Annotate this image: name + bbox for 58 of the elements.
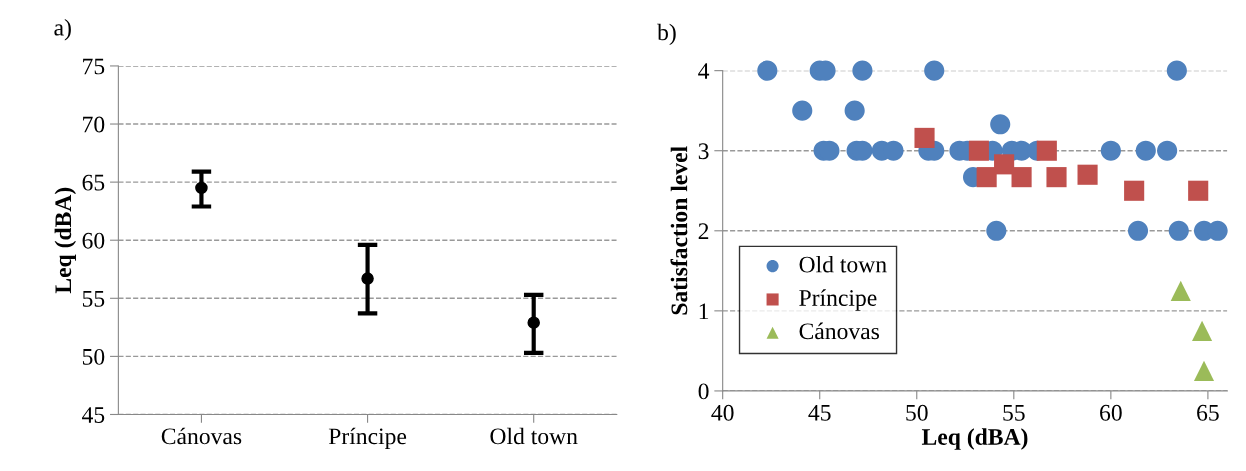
x-tick-label: Cánovas: [161, 427, 242, 445]
y-tick-label: 2: [698, 223, 709, 239]
x-axis-title: Leq (dBA): [921, 428, 1028, 450]
point: [1192, 320, 1213, 341]
legend-label: Old town: [799, 255, 887, 273]
point: [1036, 140, 1057, 161]
point: [1077, 164, 1098, 185]
y-tick-label: 60: [82, 232, 105, 249]
point: [1157, 140, 1178, 161]
point: [1168, 220, 1189, 241]
point: [757, 60, 778, 81]
chart-title: a): [54, 19, 71, 41]
point: [361, 272, 374, 285]
chart-title: b): [657, 23, 676, 46]
legend-label: Cánovas: [799, 322, 880, 340]
point: [527, 316, 540, 329]
point: [914, 127, 935, 148]
x-tick-label: 50: [906, 404, 928, 421]
point: [852, 60, 873, 81]
point: [195, 181, 208, 195]
point: [844, 100, 865, 121]
point: [1135, 140, 1156, 161]
x-tick-label: Príncipe: [328, 427, 407, 450]
y-tick-label: 1: [699, 303, 709, 320]
point: [924, 60, 945, 81]
point: [990, 114, 1011, 135]
point: [1193, 360, 1215, 381]
point: [994, 154, 1015, 175]
y-tick-label: 65: [82, 174, 105, 191]
x-tick-label: 40: [711, 404, 734, 421]
point: [1100, 140, 1121, 161]
y-axis-title: Satisfaction level: [670, 146, 688, 315]
point: [986, 220, 1007, 241]
y-axis-title: Leq (dBA): [54, 187, 77, 294]
x-tick-label: Old town: [490, 427, 578, 445]
x-tick-label: 60: [1100, 404, 1122, 421]
point: [1011, 167, 1032, 188]
x-tick-label: 45: [808, 404, 831, 421]
y-tick-label: 50: [82, 348, 105, 365]
point: [1166, 60, 1187, 81]
x-tick-label: 65: [1197, 404, 1219, 421]
y-tick-label: 55: [82, 291, 105, 307]
y-tick-label: 0: [698, 383, 709, 400]
x-tick-label: 55: [1003, 405, 1025, 421]
point: [1188, 180, 1209, 201]
y-tick-label: 75: [83, 58, 105, 75]
y-tick-label: 70: [83, 116, 105, 133]
y-tick-label: 3: [698, 143, 709, 160]
point: [968, 140, 989, 161]
point: [976, 167, 997, 188]
point: [1124, 180, 1145, 201]
legend-label: Príncipe: [799, 289, 877, 311]
point: [1127, 220, 1149, 241]
point: [1046, 167, 1067, 188]
point: [1207, 220, 1228, 241]
y-tick-label: 4: [698, 63, 710, 79]
point: [1170, 280, 1191, 301]
point: [792, 100, 813, 121]
